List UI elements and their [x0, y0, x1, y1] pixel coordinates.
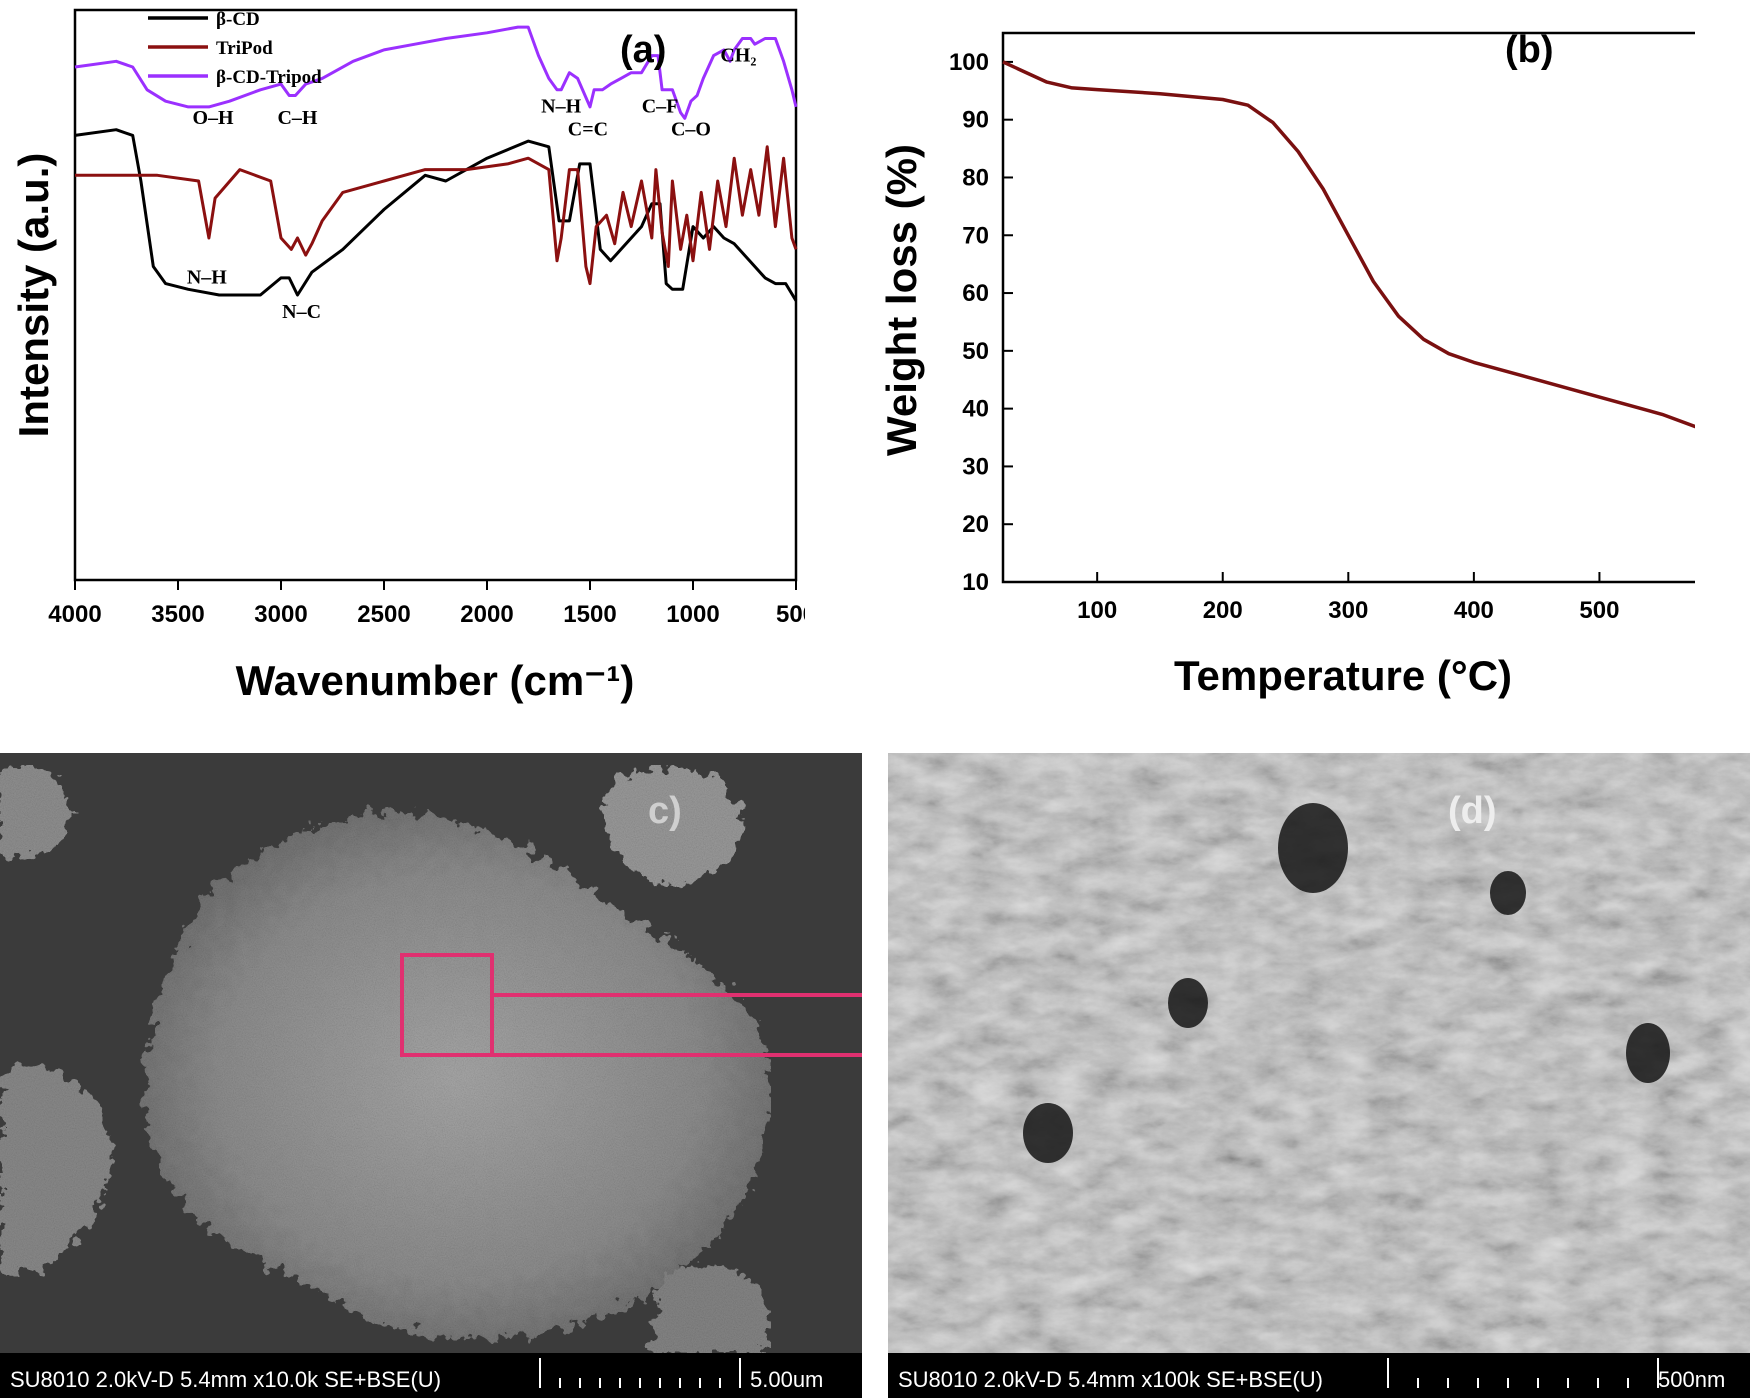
ftir-peak-annotation: C–O: [671, 118, 711, 140]
sem-d-panel-label: (d): [1448, 790, 1497, 832]
legend-label-tripod: TriPod: [216, 38, 273, 59]
ftir-x-ticks: 4000 3500 3000 2500 2000 1500 1000 500: [48, 580, 805, 628]
sem-c-zoom-box: [400, 953, 494, 1057]
ftir-peak-annotation: N–H: [541, 96, 581, 118]
tga-x-tick-label: 300: [1328, 597, 1368, 624]
ftir-series-line-2: [74, 25, 798, 120]
sem-c-scale-text: 5.00um: [750, 1367, 823, 1392]
tga-series-line: [1002, 60, 1695, 429]
sem-c-scale-ticks: [539, 1358, 741, 1388]
ftir-legend: β-CD TriPod β-CD-Tripod: [148, 9, 322, 88]
tga-y-tick-label: 40: [962, 396, 989, 423]
sem-c-particle-top-left: [0, 765, 70, 857]
sem-d-pores: [1023, 803, 1670, 1163]
sem-c-info-text: SU8010 2.0kV-D 5.4mm x10.0k SE+BSE(U): [10, 1367, 441, 1392]
tga-y-tick-label: 10: [962, 569, 989, 596]
ftir-peak-annotation: C=C: [568, 118, 608, 140]
ftir-series-line-1: [75, 145, 798, 286]
tga-y-tick-label: 100: [949, 49, 989, 76]
sem-image-c: c) SU8010 2.0kV-D 5.4mm x10.0k SE+BSE(U)…: [0, 753, 862, 1398]
tga-x-tick-label: 200: [1203, 597, 1243, 624]
ftir-plot-frame: [73, 8, 798, 582]
tga-y-tick-label: 20: [962, 511, 989, 538]
sem-d-scale-text: 500nm: [1658, 1367, 1725, 1392]
ftir-peak-annotation: O–H: [192, 107, 234, 129]
ftir-series-line-0: [74, 128, 798, 302]
tga-x-axis-label: Temperature (°C): [1174, 652, 1512, 699]
tga-x-tick-label: 500: [1579, 597, 1619, 624]
tga-ticks: 100200300400500600102030405060708090100: [949, 49, 1620, 624]
tga-x-tick-label: 100: [1077, 597, 1117, 624]
ftir-x-tick-label: 4000: [48, 601, 101, 628]
ftir-peak-annotation: N–C: [282, 301, 321, 323]
sem-c-info-bar: [0, 1353, 862, 1398]
legend-label-beta-cd: β-CD: [216, 9, 260, 30]
tga-y-axis-label: Weight loss (%): [878, 144, 925, 456]
sem-d-scale-ticks: [1387, 1358, 1659, 1388]
tga-y-tick-label: 50: [962, 338, 989, 365]
ftir-x-tick-label: 1000: [666, 601, 719, 628]
ftir-chart: 4000 3500 3000 2500 2000 1500 1000 500 O–H C–H N–…: [10, 8, 805, 704]
sem-image-d: (d) SU8010 2.0kV-D 5.4mm x100k SE+BSE(U)…: [888, 753, 1750, 1398]
ftir-series: [74, 25, 798, 302]
ftir-x-tick-label: 3000: [254, 601, 307, 628]
legend-label-beta-cd-tripod: β-CD-Tripod: [216, 67, 322, 88]
ftir-panel-label: (a): [620, 29, 666, 71]
tga-y-tick-label: 70: [962, 222, 989, 249]
tga-series: [1002, 60, 1695, 429]
sem-c-particle-top-right: [603, 766, 742, 885]
sem-c-particle-bottom-right: [650, 1266, 770, 1353]
tga-y-tick-label: 80: [962, 164, 989, 191]
ftir-peak-annotation: C–F: [642, 96, 679, 118]
ftir-y-axis-label: Intensity (a.u.): [10, 153, 57, 438]
sem-c-particle-left: [0, 1066, 112, 1273]
sem-c-main-particle: [145, 812, 771, 1340]
ftir-x-axis-label: Wavenumber (cm⁻¹): [236, 657, 635, 704]
ftir-x-tick-label: 1500: [563, 601, 616, 628]
ftir-x-tick-label: 3500: [151, 601, 204, 628]
tga-y-tick-label: 30: [962, 453, 989, 480]
tga-panel-label: (b): [1505, 29, 1554, 71]
ftir-x-tick-label: 2500: [357, 601, 410, 628]
ftir-peak-annotation: C–H: [277, 107, 317, 129]
sem-d-info-bar: [888, 1353, 1750, 1398]
tga-y-tick-label: 90: [962, 107, 989, 134]
tga-x-tick-label: 400: [1454, 597, 1494, 624]
ftir-peak-annotation: N–H: [187, 267, 227, 289]
tga-chart: 100200300400500600102030405060708090100 …: [878, 29, 1695, 699]
ftir-peak-annotation: CH₂: [720, 44, 756, 66]
tga-plot-frame: [1001, 31, 1695, 584]
ftir-x-tick-label: 500: [776, 601, 805, 628]
sem-d-info-text: SU8010 2.0kV-D 5.4mm x100k SE+BSE(U): [898, 1367, 1323, 1392]
tga-y-tick-label: 60: [962, 280, 989, 307]
sem-c-panel-label: c): [648, 790, 682, 832]
ftir-x-tick-label: 2000: [460, 601, 513, 628]
